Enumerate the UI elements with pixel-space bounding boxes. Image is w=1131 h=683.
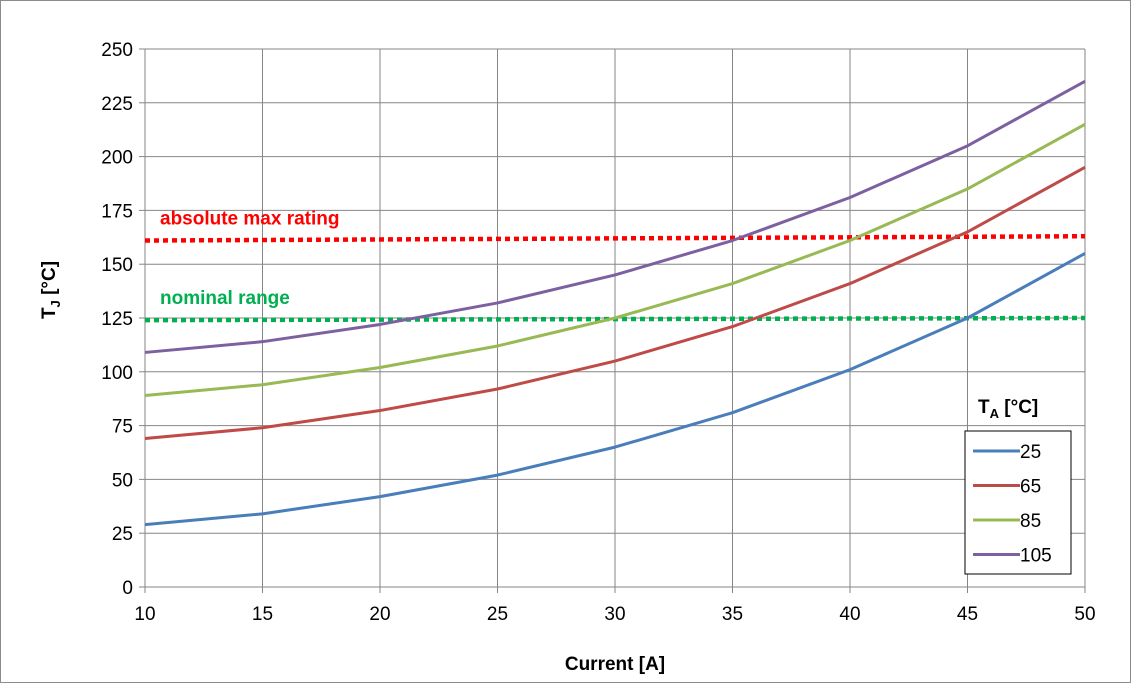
y-tick-label: 100 <box>101 363 133 384</box>
x-tick-label: 40 <box>839 604 860 625</box>
y-tick-label: 175 <box>101 201 133 222</box>
legend-title-suffix: [°C] <box>999 397 1038 418</box>
y-axis-title: TJ [°C] <box>39 261 63 319</box>
legend-title-main: T <box>978 397 990 418</box>
y-axis-title-suffix: [°C] <box>39 261 60 300</box>
legend: TA [°C] 25 65 85 105 <box>964 397 1072 575</box>
series-line-65 <box>144 166 1086 441</box>
y-tick-labels: 0 25 50 75 100 125 150 175 200 225 250 <box>101 40 133 599</box>
y-tick-label: 75 <box>112 417 133 438</box>
series-lines <box>144 79 1086 527</box>
y-tick-label: 0 <box>122 578 133 599</box>
legend-label-65: 65 <box>1020 477 1041 498</box>
x-tick-label: 25 <box>487 604 508 625</box>
x-tick-label: 45 <box>957 604 978 625</box>
series-line-85 <box>144 123 1086 397</box>
reference-line-0 <box>144 233 1086 243</box>
series-line-25 <box>144 252 1086 527</box>
y-tick-label: 25 <box>112 524 133 545</box>
x-tick-label: 50 <box>1074 604 1095 625</box>
y-tick-label: 250 <box>101 40 133 61</box>
legend-label-105: 105 <box>1020 546 1052 567</box>
y-axis-title-main: T <box>39 307 60 319</box>
y-tick-label: 225 <box>101 94 133 115</box>
x-tick-label: 35 <box>722 604 743 625</box>
legend-label-25: 25 <box>1020 442 1041 463</box>
series-line-105 <box>144 79 1086 354</box>
legend-box <box>964 430 1072 575</box>
reference-annotations: absolute max rating nominal range <box>160 209 340 310</box>
legend-title: TA [°C] <box>978 397 1038 421</box>
y-tick-label: 200 <box>101 148 133 169</box>
reference-label-1: nominal range <box>160 288 290 309</box>
y-tick-label: 125 <box>101 309 133 330</box>
y-tick-label: 150 <box>101 255 133 276</box>
legend-items: 25 65 85 105 <box>973 442 1052 567</box>
reference-label-0: absolute max rating <box>160 209 340 230</box>
x-tick-label: 15 <box>252 604 273 625</box>
legend-title-sub: A <box>990 406 1000 421</box>
x-tick-label: 30 <box>604 604 625 625</box>
x-tick-label: 10 <box>134 604 155 625</box>
x-tick-label: 20 <box>369 604 390 625</box>
x-tick-labels: 10 15 20 25 30 35 40 45 50 <box>134 604 1095 625</box>
x-axis-title: Current [A] <box>565 654 665 675</box>
legend-label-85: 85 <box>1020 511 1041 532</box>
y-axis-title-sub: J <box>48 300 63 307</box>
y-tick-label: 50 <box>112 470 133 491</box>
